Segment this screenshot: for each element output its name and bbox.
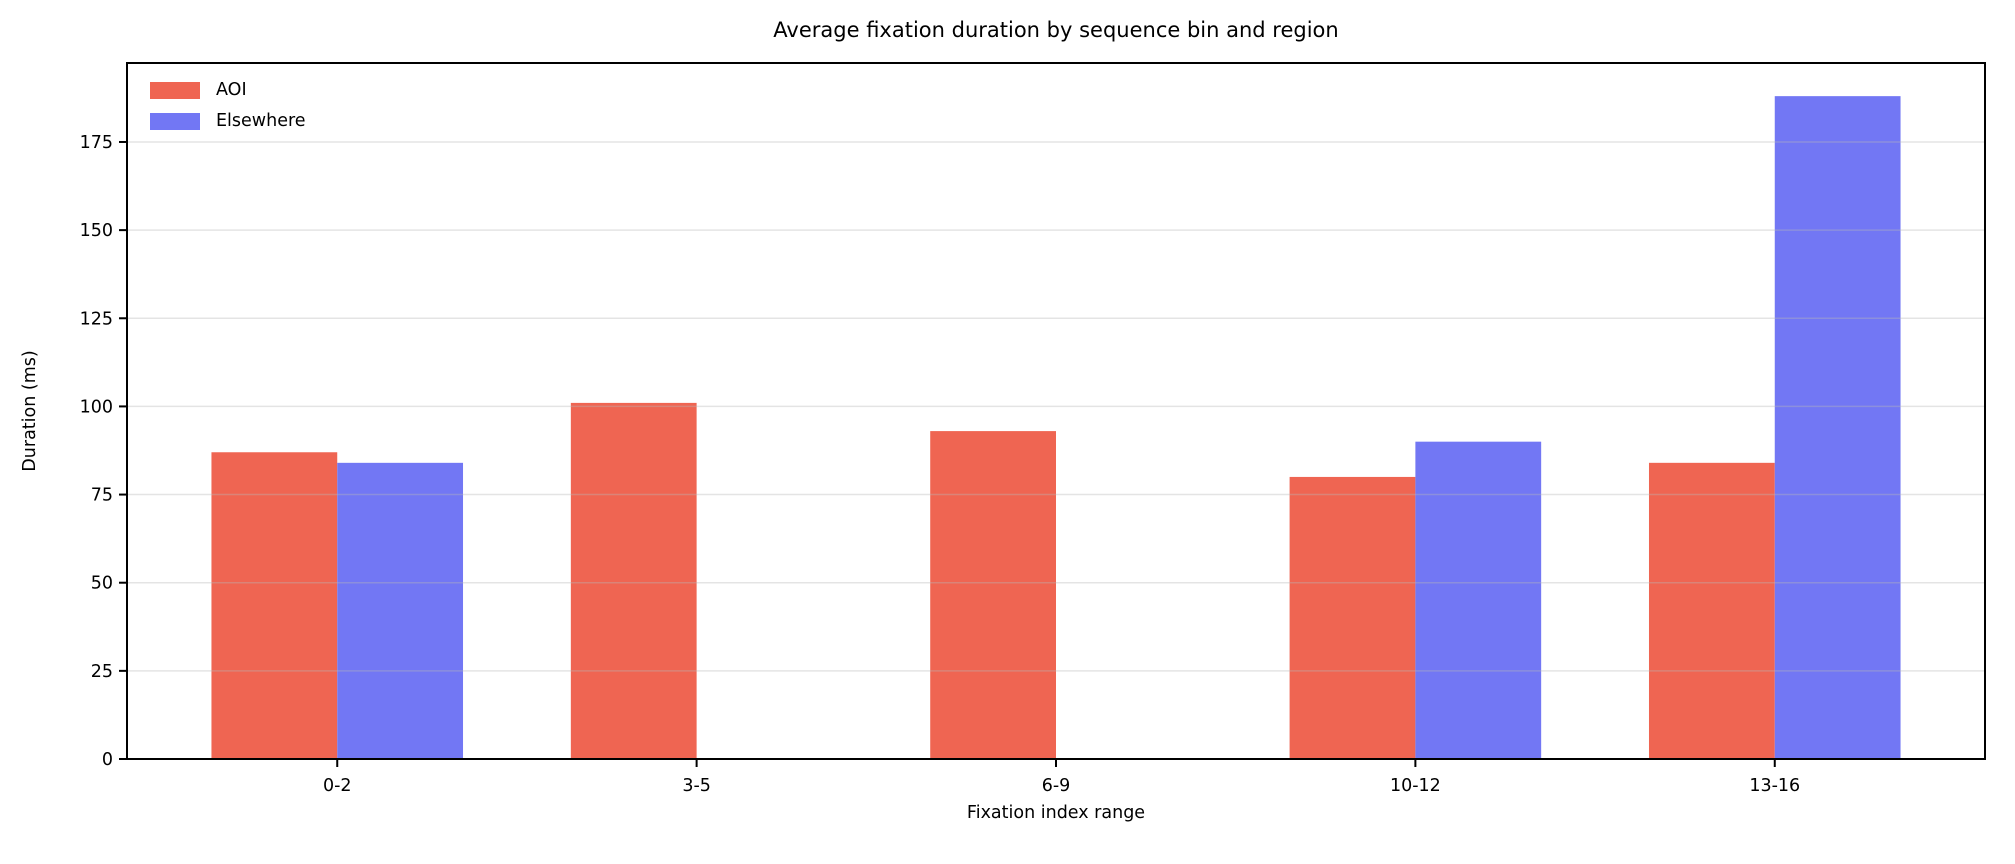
bar-elsewhere-10-12 bbox=[1415, 441, 1542, 759]
bar-aoi-0-2 bbox=[211, 452, 338, 759]
bar-elsewhere-0-2 bbox=[337, 462, 464, 759]
y-tick-label-175: 175 bbox=[80, 133, 113, 153]
legend-label-aoi: AOI bbox=[216, 80, 247, 100]
y-tick-label-0: 0 bbox=[102, 750, 113, 770]
y-axis-label: Duration (ms) bbox=[20, 350, 40, 472]
bar-aoi-3-5 bbox=[570, 402, 697, 759]
y-tick-label-75: 75 bbox=[91, 486, 113, 506]
bar-elsewhere-13-16 bbox=[1774, 96, 1901, 759]
y-tick-label-25: 25 bbox=[91, 662, 113, 682]
legend-item-aoi: AOI bbox=[150, 80, 306, 100]
legend: AOI Elsewhere bbox=[150, 80, 306, 131]
y-tick-label-125: 125 bbox=[80, 309, 113, 329]
legend-label-elsewhere: Elsewhere bbox=[216, 110, 306, 131]
bar-aoi-10-12 bbox=[1289, 476, 1416, 759]
y-tick-label-100: 100 bbox=[80, 397, 113, 417]
x-tick-label-13-16: 13-16 bbox=[1749, 776, 1800, 796]
x-axis-label: Fixation index range bbox=[966, 803, 1146, 823]
x-tick-label-6-9: 6-9 bbox=[1042, 776, 1071, 796]
x-tick-label-3-5: 3-5 bbox=[682, 776, 711, 796]
x-tick-label-0-2: 0-2 bbox=[323, 776, 352, 796]
y-tick-label-150: 150 bbox=[80, 221, 113, 241]
bar-aoi-6-9 bbox=[930, 431, 1056, 759]
legend-swatch-aoi bbox=[150, 82, 200, 100]
bar-aoi-13-16 bbox=[1648, 462, 1775, 759]
legend-item-elsewhere: Elsewhere bbox=[150, 110, 306, 131]
legend-swatch-elsewhere bbox=[150, 112, 200, 130]
y-tick-label-50: 50 bbox=[91, 574, 113, 594]
x-tick-label-10-12: 10-12 bbox=[1390, 776, 1441, 796]
chart-title: Average fixation duration by sequence bi… bbox=[773, 18, 1339, 42]
